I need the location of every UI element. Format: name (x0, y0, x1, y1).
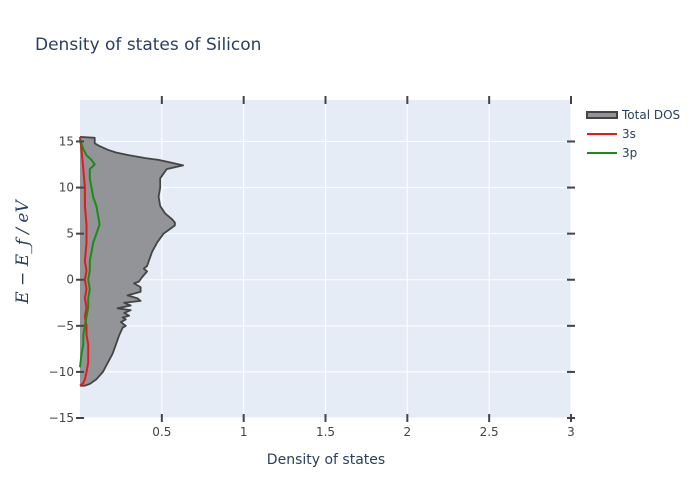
x-tick-label: 3 (567, 425, 575, 439)
series-area-total-dos (80, 136, 184, 386)
legend[interactable]: Total DOS 3s 3p (586, 108, 680, 160)
x-tick-label: 2 (404, 425, 412, 439)
legend-swatch (586, 111, 618, 119)
y-tick-label: −15 (49, 411, 74, 425)
y-axis-title: E − E_f / eV (13, 199, 33, 305)
legend-label: 3s (622, 127, 636, 141)
y-tick-label: 5 (66, 227, 74, 241)
legend-label: 3p (622, 146, 637, 160)
legend-item-3s[interactable]: 3s (587, 127, 636, 141)
legend-item-3p[interactable]: 3p (587, 146, 637, 160)
plot-area: 0.5 1 1.5 2 2.5 3 15 10 5 0 −5 −10 −15 (49, 96, 575, 439)
x-tick-label: 0.5 (152, 425, 171, 439)
legend-label: Total DOS (621, 108, 680, 122)
y-tick-label: −5 (56, 319, 74, 333)
series-line-total-dos (79, 136, 184, 387)
x-tick-label: 2.5 (480, 425, 499, 439)
x-tick-label: 1.5 (316, 425, 335, 439)
x-tick-label: 1 (240, 425, 248, 439)
y-tick-label: 0 (66, 273, 74, 287)
series-line-3s (79, 136, 90, 387)
legend-item-total-dos[interactable]: Total DOS (586, 108, 680, 122)
series-line-3p (79, 139, 101, 368)
chart-title: Density of states of Silicon (35, 35, 261, 55)
x-axis-title: Density of states (267, 452, 385, 468)
y-tick-label: 10 (59, 181, 74, 195)
y-tick-label: 15 (59, 134, 74, 148)
y-tick-label: −10 (49, 365, 74, 379)
